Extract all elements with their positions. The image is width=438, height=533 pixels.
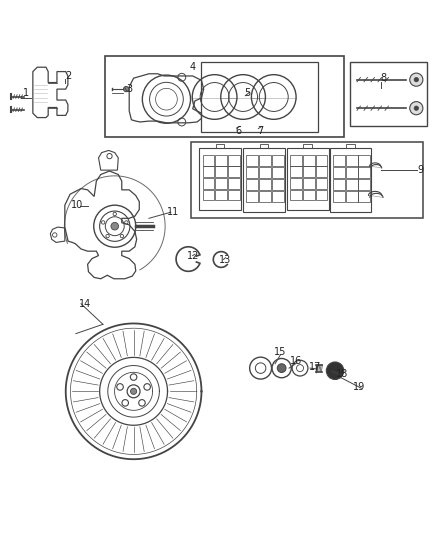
- Bar: [228, 178, 240, 189]
- Bar: [215, 190, 227, 200]
- Circle shape: [410, 73, 423, 86]
- Text: 5: 5: [244, 88, 251, 99]
- Bar: [203, 178, 215, 189]
- Bar: [259, 191, 271, 202]
- Bar: [247, 155, 258, 166]
- Bar: [333, 179, 345, 190]
- Bar: [303, 178, 314, 189]
- Circle shape: [131, 388, 137, 394]
- Bar: [259, 144, 268, 148]
- Bar: [333, 155, 345, 166]
- Text: 19: 19: [353, 382, 365, 392]
- Circle shape: [277, 364, 286, 373]
- Text: 6: 6: [236, 126, 242, 136]
- Bar: [203, 166, 215, 177]
- Circle shape: [414, 77, 419, 82]
- Bar: [303, 190, 314, 200]
- Text: 7: 7: [258, 126, 264, 136]
- Circle shape: [124, 86, 129, 92]
- Bar: [350, 61, 427, 126]
- Bar: [247, 179, 258, 190]
- Circle shape: [326, 362, 344, 379]
- Text: 4: 4: [190, 62, 196, 72]
- Text: 14: 14: [79, 298, 92, 309]
- Bar: [228, 190, 240, 200]
- Bar: [259, 179, 271, 190]
- Bar: [272, 155, 283, 166]
- Text: 13: 13: [219, 255, 232, 265]
- Bar: [247, 191, 258, 202]
- Bar: [290, 178, 302, 189]
- Bar: [215, 178, 227, 189]
- Text: 2: 2: [65, 71, 71, 81]
- Bar: [259, 155, 271, 166]
- Bar: [346, 191, 357, 202]
- Bar: [358, 191, 370, 202]
- Circle shape: [414, 106, 419, 110]
- Bar: [290, 155, 302, 166]
- Text: 18: 18: [336, 369, 348, 379]
- Bar: [290, 166, 302, 177]
- Bar: [216, 144, 225, 148]
- Bar: [215, 166, 227, 177]
- Bar: [272, 167, 283, 178]
- Text: 12: 12: [187, 251, 199, 261]
- Bar: [303, 144, 312, 148]
- Bar: [259, 167, 271, 178]
- Text: 8: 8: [380, 73, 386, 83]
- Bar: [346, 167, 357, 178]
- Text: 15: 15: [274, 347, 286, 357]
- Text: 16: 16: [290, 356, 302, 366]
- Bar: [303, 155, 314, 166]
- Bar: [203, 155, 215, 166]
- Bar: [290, 190, 302, 200]
- Bar: [358, 167, 370, 178]
- Bar: [315, 190, 327, 200]
- Circle shape: [111, 222, 119, 230]
- Text: 9: 9: [417, 165, 424, 175]
- Text: 3: 3: [126, 84, 132, 94]
- Bar: [358, 155, 370, 166]
- Text: 1: 1: [23, 88, 29, 99]
- Bar: [201, 62, 318, 132]
- Bar: [287, 148, 328, 209]
- Bar: [330, 148, 371, 212]
- Bar: [228, 155, 240, 166]
- Bar: [191, 142, 423, 219]
- Bar: [243, 148, 285, 212]
- Bar: [303, 166, 314, 177]
- Bar: [203, 190, 215, 200]
- Bar: [199, 148, 241, 209]
- Bar: [333, 191, 345, 202]
- Bar: [315, 178, 327, 189]
- Bar: [315, 166, 327, 177]
- Text: 10: 10: [71, 200, 83, 210]
- Bar: [272, 179, 283, 190]
- Bar: [358, 179, 370, 190]
- Bar: [315, 155, 327, 166]
- Bar: [272, 191, 283, 202]
- Circle shape: [410, 102, 423, 115]
- Text: 17: 17: [309, 362, 321, 372]
- Bar: [247, 167, 258, 178]
- Bar: [346, 155, 357, 166]
- Bar: [215, 155, 227, 166]
- Text: 11: 11: [167, 207, 179, 217]
- Bar: [228, 166, 240, 177]
- Bar: [105, 56, 344, 138]
- Bar: [346, 179, 357, 190]
- Bar: [333, 167, 345, 178]
- Bar: [346, 144, 355, 148]
